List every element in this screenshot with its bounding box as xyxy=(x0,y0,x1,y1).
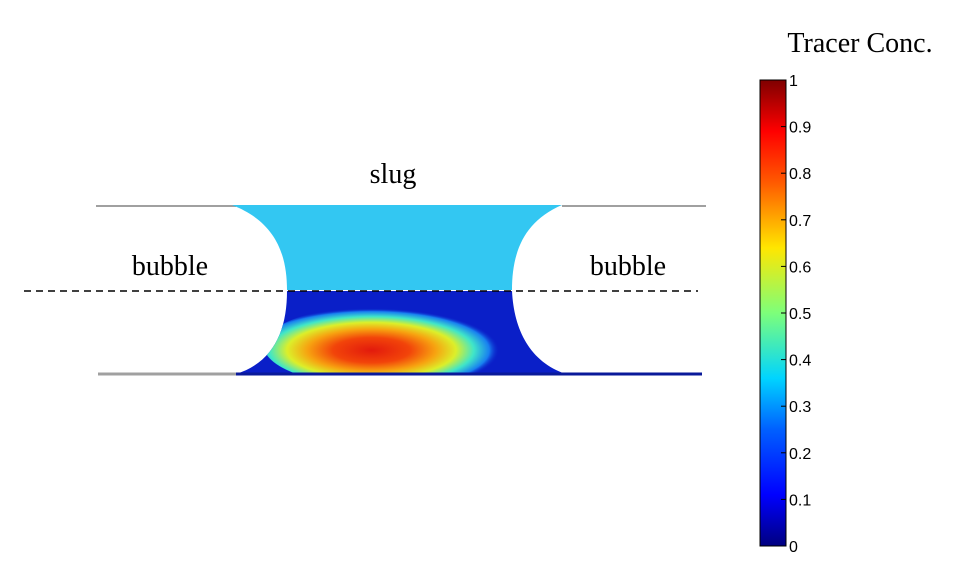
colorbar-tick-label: 0.8 xyxy=(789,166,811,183)
colorbar-tick-label: 0.2 xyxy=(789,446,811,463)
colorbar-tick-label: 0.1 xyxy=(789,492,811,509)
slug-label: slug xyxy=(370,159,417,190)
bubble-label-right: bubble xyxy=(590,251,666,282)
colorbar-ticks: 0 0.1 0.2 0.3 0.4 0.5 0.6 0.7 0.8 0.9 1 xyxy=(781,73,811,556)
bubble-label-left: bubble xyxy=(132,251,208,282)
colorbar-tick-label: 0 xyxy=(789,539,798,556)
colorbar-tick-label: 0.9 xyxy=(789,120,811,137)
tracer-hotspot xyxy=(264,304,520,374)
colorbar-tick-label: 0.3 xyxy=(789,399,811,416)
colorbar-tick-label: 0.6 xyxy=(789,259,811,276)
colorbar-tick-label: 1 xyxy=(789,73,798,90)
colorbar-tick-label: 0.7 xyxy=(789,213,811,230)
colorbar-tick-label: 0.5 xyxy=(789,306,811,323)
colorbar-title: Tracer Conc. xyxy=(787,28,932,59)
colorbar-tick-label: 0.4 xyxy=(789,353,811,370)
slug-upper-region xyxy=(232,205,562,290)
